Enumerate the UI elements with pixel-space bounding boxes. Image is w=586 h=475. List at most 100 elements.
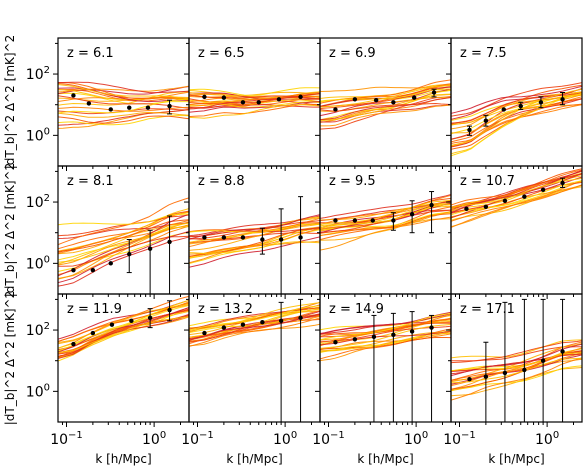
x-tick-label: 10−1 xyxy=(312,430,345,448)
data-point xyxy=(467,127,472,133)
data-point xyxy=(90,267,96,273)
y-axis-label: |dT_b|^2 Δ^2 [mK]^2 xyxy=(3,291,17,425)
data-point xyxy=(371,334,377,340)
plot-area xyxy=(189,196,320,294)
panel-title: z = 13.2 xyxy=(198,302,253,317)
data-point xyxy=(333,340,338,345)
model-curve xyxy=(451,92,582,157)
data-point xyxy=(202,94,207,100)
data-point xyxy=(464,206,469,212)
model-curve xyxy=(451,91,582,135)
model-curve xyxy=(189,87,320,96)
model-curve xyxy=(58,219,189,252)
data-point xyxy=(129,318,134,324)
data-point xyxy=(560,97,565,102)
data-point xyxy=(202,330,207,336)
subplot-1: z = 6.1 102 100 |dT_b|^2 Δ^2 [mK]^2 xyxy=(3,35,190,171)
x-tick-label: 10−1 xyxy=(50,430,83,448)
panel-title: z = 8.1 xyxy=(67,174,114,189)
model-curve xyxy=(189,92,320,101)
data-point xyxy=(90,330,96,336)
model-curve xyxy=(320,89,451,121)
model-curve xyxy=(58,95,189,109)
model-curve xyxy=(320,97,451,121)
model-curve xyxy=(58,214,189,237)
model-curve xyxy=(58,307,189,353)
model-curve xyxy=(320,104,451,123)
model-curve xyxy=(451,98,582,143)
data-point xyxy=(333,218,338,223)
model-curve xyxy=(451,365,582,391)
data-point xyxy=(483,374,489,379)
data-point xyxy=(260,237,265,242)
model-curve xyxy=(320,210,451,251)
model-curve xyxy=(58,115,189,124)
model-curve xyxy=(58,98,189,114)
subplot-4: z = 7.5 xyxy=(446,37,583,171)
model-curve xyxy=(58,197,189,246)
model-curve xyxy=(451,88,582,147)
plot-area xyxy=(320,311,451,422)
model-curve xyxy=(58,230,189,284)
data-point xyxy=(352,97,358,102)
panel-title: z = 8.8 xyxy=(198,174,245,189)
model-curve xyxy=(189,91,320,103)
data-point xyxy=(467,376,472,382)
model-curve xyxy=(189,99,320,106)
model-curve xyxy=(451,354,582,385)
model-curve xyxy=(451,169,582,206)
model-curve xyxy=(58,82,189,100)
panel-title: z = 10.7 xyxy=(460,174,515,189)
plot-area xyxy=(58,197,189,294)
data-point xyxy=(431,90,437,95)
data-point xyxy=(86,101,92,106)
panel-title: z = 14.9 xyxy=(329,302,384,317)
model-curve xyxy=(320,86,451,110)
data-point xyxy=(71,93,76,98)
subplot-5: z = 8.1 102 100 |dT_b|^2 Δ^2 [mK]^2 xyxy=(3,163,190,299)
data-point xyxy=(370,218,375,223)
model-curve xyxy=(451,357,582,401)
model-curve xyxy=(320,88,451,102)
model-curve xyxy=(189,228,320,264)
model-curve xyxy=(320,317,451,344)
model-curve xyxy=(320,96,451,130)
data-point xyxy=(391,100,396,105)
data-point xyxy=(71,341,76,347)
data-point xyxy=(540,358,546,363)
model-curve xyxy=(451,104,582,134)
model-curve xyxy=(58,310,189,359)
panel-title: z = 6.9 xyxy=(329,46,376,61)
model-curve xyxy=(189,92,320,110)
model-curve xyxy=(451,92,582,124)
data-point xyxy=(522,367,527,373)
y-tick-label: 102 xyxy=(26,321,50,339)
subplot-10: z = 13.2 10−1 100 k [h/Mpc] xyxy=(181,293,321,466)
data-point xyxy=(221,325,227,330)
model-curve xyxy=(189,104,320,119)
model-curve xyxy=(189,223,320,251)
subplot-2: z = 6.5 xyxy=(184,37,321,171)
model-curve xyxy=(451,186,582,221)
data-point xyxy=(501,107,506,112)
data-point xyxy=(240,235,246,240)
model-curve xyxy=(451,177,582,208)
model-curve xyxy=(451,184,582,222)
data-point xyxy=(108,261,113,266)
model-curve xyxy=(451,103,582,144)
data-point xyxy=(202,235,207,240)
x-tick-label: 10−1 xyxy=(443,430,476,448)
data-point xyxy=(167,103,172,109)
data-point xyxy=(391,332,396,337)
model-curve xyxy=(189,313,320,343)
data-point xyxy=(333,107,338,112)
model-curve xyxy=(320,84,451,92)
model-curve xyxy=(451,85,582,114)
x-tick-label: 100 xyxy=(142,430,166,448)
model-curve xyxy=(58,85,189,93)
data-point xyxy=(278,237,284,242)
model-curve xyxy=(189,317,320,347)
model-curve xyxy=(451,351,582,390)
data-point xyxy=(352,218,358,223)
axes-frame xyxy=(450,293,583,423)
